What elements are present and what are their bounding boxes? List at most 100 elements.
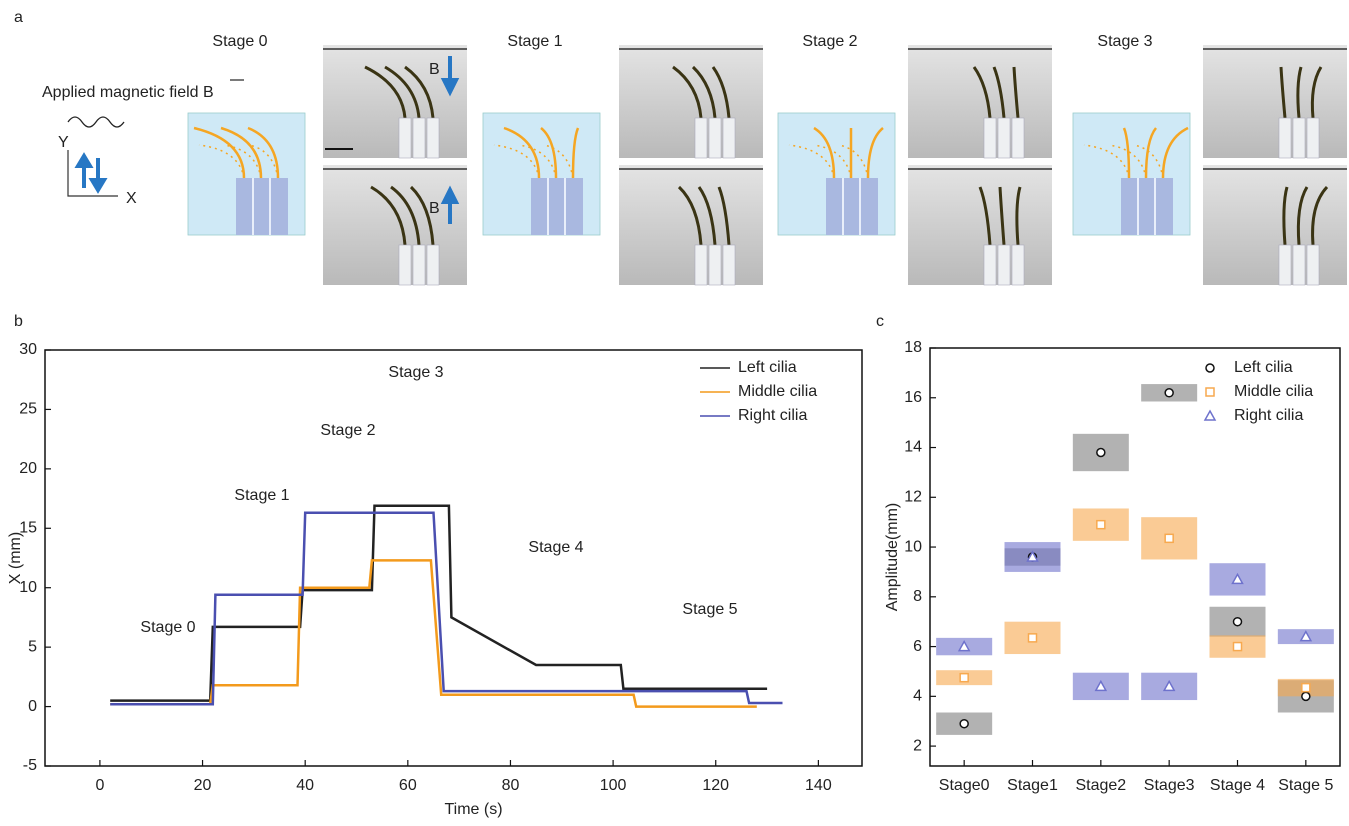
x-tick-label: Stage3 xyxy=(1144,777,1195,794)
y-axis-label: X (mm) xyxy=(7,532,24,584)
photo-cilium xyxy=(711,66,731,119)
photo-block xyxy=(983,117,997,159)
y-tick-label: 10 xyxy=(904,538,922,555)
photo xyxy=(908,165,1052,285)
wave xyxy=(67,116,125,128)
photo-cilium xyxy=(384,65,421,119)
photo-cilium xyxy=(1296,186,1309,246)
y-tick-label: 6 xyxy=(913,638,922,655)
marker xyxy=(1205,363,1215,373)
photo xyxy=(619,165,763,285)
photo xyxy=(1203,45,1347,158)
step-line xyxy=(110,559,757,708)
field-down-label: B xyxy=(429,61,440,78)
marker xyxy=(1027,633,1038,643)
photo-block xyxy=(722,117,736,159)
legend-label: Left cilia xyxy=(1234,359,1293,376)
cilium xyxy=(813,126,836,179)
photo xyxy=(323,165,467,285)
cilium xyxy=(193,126,246,179)
x-tick-label: Stage1 xyxy=(1007,777,1058,794)
cilium-prev xyxy=(248,144,279,179)
photo-block xyxy=(997,244,1011,286)
marker xyxy=(1026,550,1039,562)
marker xyxy=(1232,641,1243,652)
plot-frame xyxy=(44,349,863,767)
cilium-prev xyxy=(813,144,852,179)
base-block xyxy=(1121,178,1173,235)
photo-cilium xyxy=(697,186,717,246)
photo-block xyxy=(1278,117,1292,159)
stage-title: Stage 3 xyxy=(1097,33,1152,50)
marker xyxy=(1231,572,1244,585)
x-tick-label: Stage2 xyxy=(1075,777,1126,794)
stage-annotation: Stage 0 xyxy=(140,619,195,636)
photo-cilium xyxy=(1282,186,1289,246)
x-tick-label: 100 xyxy=(600,777,627,794)
stage-title: Stage 1 xyxy=(507,33,562,50)
step-line xyxy=(110,511,783,706)
x-tick-label: 80 xyxy=(502,777,520,794)
y-tick-label: 12 xyxy=(904,489,922,506)
cilium-prev xyxy=(838,144,869,179)
y-tick-label: 0 xyxy=(28,698,37,715)
photo-block xyxy=(1011,117,1025,159)
marker xyxy=(1096,519,1106,530)
photo-cilium xyxy=(1012,66,1020,119)
base-block xyxy=(826,178,878,235)
x-axis-letter: X xyxy=(126,190,137,207)
photo-block xyxy=(997,117,1011,159)
stage-title: Stage 2 xyxy=(802,33,857,50)
photo-cilium xyxy=(1279,66,1287,119)
photo-cilium xyxy=(972,66,992,119)
stage-title: Stage 0 xyxy=(212,33,267,50)
x-tick-label: Stage 4 xyxy=(1210,777,1265,794)
photo-block xyxy=(1292,117,1306,159)
legend-label: Left cilia xyxy=(738,359,797,376)
photo-block xyxy=(412,117,426,159)
arrow-up xyxy=(74,152,94,188)
x-tick-label: 40 xyxy=(296,777,314,794)
y-tick-label: 14 xyxy=(904,439,922,456)
stage-annotation: Stage 4 xyxy=(528,539,583,556)
y-tick-label: -5 xyxy=(23,757,37,774)
photo-cilium xyxy=(992,66,1006,119)
marker xyxy=(959,672,969,683)
cilium xyxy=(1144,127,1158,179)
cilium xyxy=(540,127,558,179)
step-line xyxy=(110,504,768,702)
photo-block xyxy=(1278,244,1292,286)
marker xyxy=(1162,679,1176,692)
photo-cilium xyxy=(409,185,435,246)
field-up-arrow xyxy=(440,185,460,224)
arrow-down xyxy=(88,158,108,194)
marker xyxy=(1094,679,1108,692)
panel-label: c xyxy=(876,313,884,330)
marker xyxy=(1203,409,1217,421)
marker xyxy=(1164,533,1174,544)
photo-cilium xyxy=(390,185,421,246)
photo-block xyxy=(398,244,412,286)
cilium xyxy=(1161,126,1189,179)
marker xyxy=(1232,616,1243,627)
photo-block xyxy=(412,244,426,286)
photo-cilium xyxy=(1015,186,1022,246)
photo-cilium xyxy=(404,65,435,119)
photo-block xyxy=(426,117,440,159)
photo-cilium xyxy=(370,185,407,246)
field-up-label: B xyxy=(429,200,440,217)
y-tick-label: 4 xyxy=(913,688,922,705)
cilium xyxy=(571,127,580,179)
photo-block xyxy=(694,117,708,159)
marker xyxy=(1205,387,1215,397)
y-tick-label: 20 xyxy=(19,460,37,477)
photo-block xyxy=(983,244,997,286)
y-axis-letter: Y xyxy=(58,134,69,151)
photo-block xyxy=(1306,117,1320,159)
panel-label: a xyxy=(14,9,23,26)
legend-label: Right cilia xyxy=(1234,407,1303,424)
axes xyxy=(67,150,118,197)
cilium-prev xyxy=(1133,144,1164,179)
legend-label: Middle cilia xyxy=(1234,383,1313,400)
